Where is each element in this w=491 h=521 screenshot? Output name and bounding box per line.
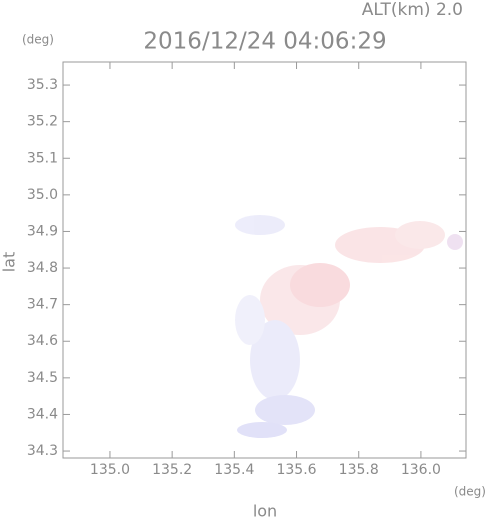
- y-tick-label: 34.3: [27, 443, 58, 459]
- x-tick-label: 135.8: [339, 462, 379, 478]
- y-tick-label: 34.4: [27, 406, 58, 422]
- x-tick-label: 135.4: [214, 462, 254, 478]
- echo-field: [235, 215, 463, 438]
- x-tick-label: 136.0: [401, 462, 441, 478]
- y-tick-label: 34.6: [27, 333, 58, 349]
- y-unit: (deg): [22, 33, 54, 47]
- y-tick-label: 35.3: [27, 77, 58, 93]
- y-tick-label: 34.7: [27, 297, 58, 313]
- x-tick-label: 135.6: [276, 462, 316, 478]
- x-tick-label: 135.0: [90, 462, 130, 478]
- y-tick-label: 35.0: [27, 187, 58, 203]
- x-tick-label: 135.2: [152, 462, 192, 478]
- x-axis-label: lon: [253, 502, 277, 521]
- x-unit: (deg): [454, 485, 486, 499]
- y-tick-label: 34.9: [27, 223, 58, 239]
- plot-frame: [62, 61, 467, 459]
- y-tick-label: 34.5: [27, 370, 58, 386]
- y-axis-label: lat: [0, 252, 19, 273]
- y-tick-label: 34.8: [27, 260, 58, 276]
- subtitle: ALT(km) 2.0: [362, 0, 463, 20]
- y-tick-label: 35.1: [27, 150, 58, 166]
- chart-title: 2016/12/24 04:06:29: [143, 29, 386, 55]
- y-tick-label: 35.2: [27, 114, 58, 130]
